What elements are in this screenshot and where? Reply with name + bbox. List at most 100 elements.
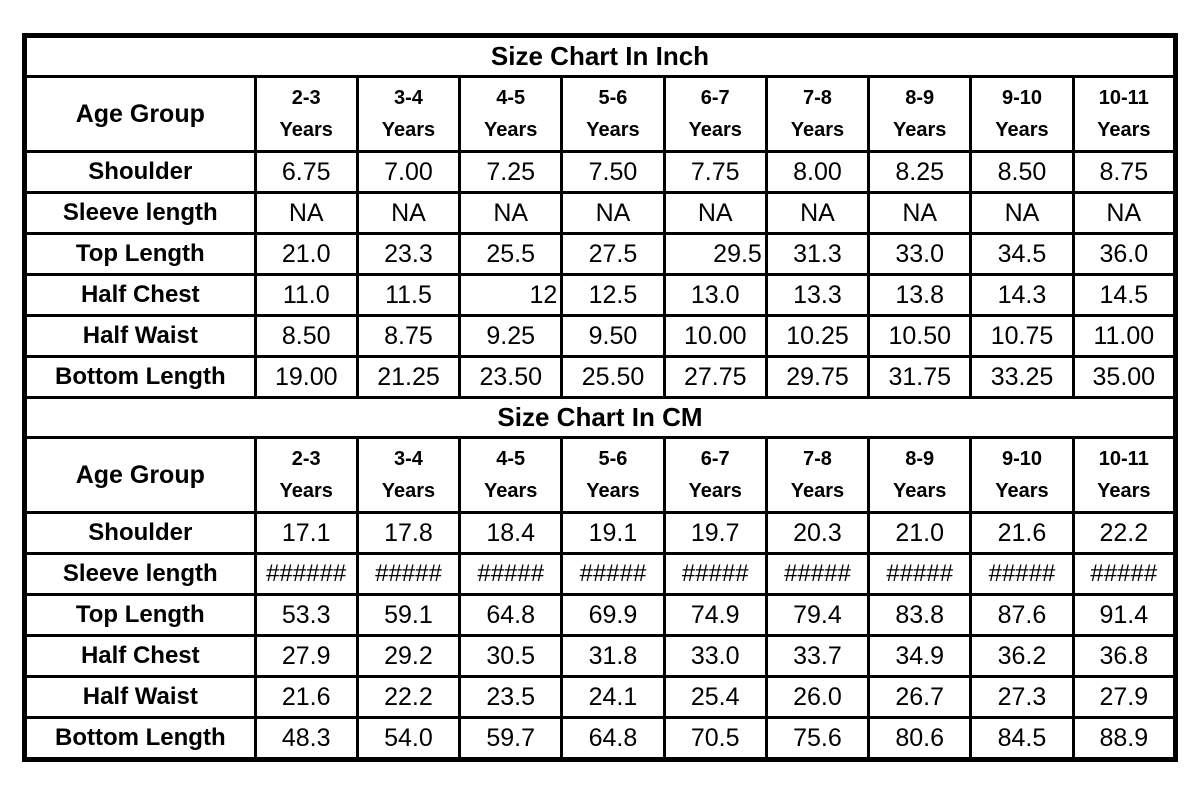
age-unit: Years	[279, 119, 333, 141]
table-row: Sleeve length ###### ##### ##### ##### ##### #…	[23, 552, 1178, 596]
section-title-row: Size Chart In Inch	[23, 34, 1177, 78]
age-unit: Years	[381, 119, 436, 141]
size-chart: Size Chart In Inch Age Group 2-3 Years 3-4 Ye…	[22, 33, 1178, 762]
value-cell: 31.3	[764, 232, 871, 276]
age-range: 7-8	[803, 448, 832, 470]
age-group-header: 3-4 Years	[355, 436, 462, 514]
value-cell: 19.00	[253, 355, 359, 399]
value-cell: 74.9	[662, 593, 768, 637]
value-cell: 11.0	[253, 273, 359, 317]
value-cell: 36.8	[1071, 634, 1178, 678]
age-group-header: 5-6 Years	[560, 436, 666, 514]
row-label: Bottom Length	[23, 716, 257, 761]
age-range: 2-3	[291, 87, 321, 109]
age-group-header: 6-7 Years	[662, 75, 768, 153]
row-label: Half Chest	[23, 634, 257, 678]
value-cell: 21.6	[969, 511, 1075, 555]
value-cell: 13.8	[867, 273, 973, 317]
age-range: 6-7	[700, 87, 730, 109]
value-cell: 87.6	[969, 593, 1075, 637]
value-cell: 59.1	[355, 593, 462, 637]
age-range: 4-5	[496, 448, 526, 470]
value-cell: 30.5	[458, 634, 564, 678]
age-range: 5-6	[598, 448, 628, 470]
value-cell: #####	[764, 552, 871, 596]
value-cell: 7.75	[662, 150, 768, 194]
age-range: 10-11	[1098, 87, 1149, 109]
age-unit: Years	[995, 119, 1049, 141]
value-cell: 10.25	[764, 314, 871, 358]
value-cell: 23.3	[355, 232, 462, 276]
value-cell: NA	[355, 191, 462, 235]
value-cell: 80.6	[867, 716, 973, 761]
age-range: 9-10	[1001, 448, 1042, 470]
value-cell: 36.0	[1071, 232, 1178, 276]
value-cell: 48.3	[253, 716, 359, 761]
row-label: Top Length	[23, 232, 257, 276]
value-cell: 8.75	[1071, 150, 1178, 194]
value-cell: 33.0	[867, 232, 973, 276]
row-label: Top Length	[23, 593, 257, 637]
value-cell: 10.00	[662, 314, 768, 358]
age-group-header: 9-10 Years	[969, 75, 1075, 153]
value-cell: 20.3	[764, 511, 871, 555]
value-cell: 13.3	[764, 273, 871, 317]
age-group-corner-label: Age Group	[23, 436, 257, 514]
age-group-header: 10-11 Years	[1071, 436, 1178, 514]
table-row: Half Chest 11.0 11.5 12 12.5 13.0 13.3 13.8 14.3…	[23, 273, 1178, 317]
row-label: Bottom Length	[23, 355, 257, 399]
age-unit: Years	[1097, 119, 1151, 141]
age-group-header: 2-3 Years	[253, 436, 359, 514]
age-unit: Years	[688, 480, 742, 502]
age-unit: Years	[688, 119, 742, 141]
row-label: Sleeve length	[23, 191, 257, 235]
value-cell: NA	[764, 191, 871, 235]
table-row: Half Chest 27.9 29.2 30.5 31.8 33.0 33.7 34.9 36…	[23, 634, 1178, 678]
value-cell: ######	[253, 552, 359, 596]
value-cell: 70.5	[662, 716, 768, 761]
age-group-header: 7-8 Years	[764, 75, 871, 153]
age-unit: Years	[586, 119, 640, 141]
age-unit: Years	[381, 480, 436, 502]
value-cell: 31.8	[560, 634, 666, 678]
value-cell: 11.00	[1071, 314, 1178, 358]
value-cell: 31.75	[867, 355, 973, 399]
value-cell: 14.5	[1071, 273, 1178, 317]
value-cell: 7.50	[560, 150, 666, 194]
value-cell: 23.5	[458, 675, 564, 719]
age-range: 10-11	[1098, 448, 1149, 470]
row-label: Half Waist	[23, 314, 257, 358]
value-cell: 14.3	[969, 273, 1075, 317]
value-cell: 26.7	[867, 675, 973, 719]
value-cell: 8.50	[253, 314, 359, 358]
value-cell: 91.4	[1071, 593, 1178, 637]
value-cell: 27.9	[253, 634, 359, 678]
age-group-header: 3-4 Years	[355, 75, 462, 153]
value-cell: 17.1	[253, 511, 359, 555]
value-cell: 27.9	[1071, 675, 1178, 719]
value-cell: 9.50	[560, 314, 666, 358]
value-cell: 34.9	[867, 634, 973, 678]
value-cell: 22.2	[355, 675, 462, 719]
value-cell: 64.8	[560, 716, 666, 761]
age-group-header: 8-9 Years	[867, 436, 973, 514]
age-group-header: 6-7 Years	[662, 436, 768, 514]
value-cell: 19.1	[560, 511, 666, 555]
age-unit: Years	[790, 480, 845, 502]
age-range: 4-5	[496, 87, 526, 109]
age-unit: Years	[995, 480, 1049, 502]
value-cell: 13.0	[662, 273, 768, 317]
value-cell: NA	[253, 191, 359, 235]
value-cell: 29.5	[662, 232, 768, 276]
age-range: 3-4	[394, 448, 423, 470]
value-cell: 17.8	[355, 511, 462, 555]
table-row: Half Waist 8.50 8.75 9.25 9.50 10.00 10.25 10.5…	[23, 314, 1178, 358]
value-cell: 29.75	[764, 355, 871, 399]
value-cell: 33.25	[969, 355, 1075, 399]
value-cell: #####	[1071, 552, 1178, 596]
value-cell: NA	[1071, 191, 1178, 235]
value-cell: 88.9	[1071, 716, 1178, 761]
value-cell: 75.6	[764, 716, 871, 761]
header-row: Age Group 2-3 Years 3-4 Years 4-5 Years 5-6 Year…	[23, 436, 1178, 514]
age-unit: Years	[586, 480, 640, 502]
